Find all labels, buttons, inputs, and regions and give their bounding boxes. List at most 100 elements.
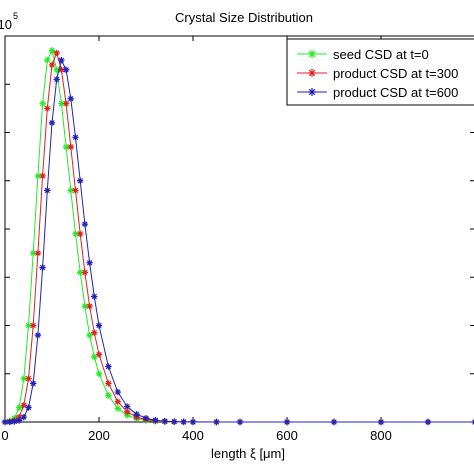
data-point: [124, 403, 131, 410]
data-point: [236, 418, 244, 426]
data-point: [67, 187, 74, 194]
data-point: [91, 353, 98, 361]
data-point: [6, 418, 13, 426]
data-point: [114, 405, 121, 412]
x-tick-label: 800: [370, 428, 392, 443]
data-point: [142, 414, 150, 422]
data-point: [44, 56, 51, 64]
data-point: [44, 105, 51, 112]
y-exponent-base: x 10: [0, 17, 12, 32]
data-point: [30, 249, 37, 257]
data-point: [62, 100, 70, 107]
x-tick-label: 0: [1, 428, 8, 443]
chart-title: Crystal Size Distribution: [175, 10, 313, 25]
data-point: [105, 363, 112, 370]
data-point: [25, 322, 32, 329]
data-point: [39, 264, 46, 271]
data-point: [30, 380, 37, 387]
series-3: [1, 56, 474, 426]
data-point: [124, 408, 131, 416]
legend: seed CSD at t=0 product CSD at t=300 produ…: [286, 38, 474, 106]
data-point: [152, 416, 159, 424]
data-point: [213, 418, 220, 426]
data-point: [95, 351, 103, 358]
data-point: [86, 331, 93, 339]
data-point: [377, 418, 385, 426]
data-point: [330, 418, 338, 426]
data-point: [44, 187, 51, 194]
data-point: [20, 375, 27, 382]
data-point: [58, 66, 65, 73]
data-point: [77, 269, 84, 276]
legend-marker: [308, 88, 316, 96]
data-point: [20, 401, 27, 409]
y-exponent-power: 5: [13, 11, 18, 21]
x-tick-label: 400: [182, 428, 204, 443]
data-point: [15, 417, 23, 424]
data-point: [161, 417, 168, 425]
data-point: [86, 259, 93, 266]
data-point: [25, 404, 32, 411]
data-point: [48, 119, 56, 127]
data-point: [72, 134, 79, 141]
data-point: [105, 392, 112, 399]
data-point: [58, 100, 65, 107]
data-point: [424, 418, 432, 426]
data-point: [95, 370, 103, 377]
data-point: [58, 56, 65, 64]
data-point: [53, 66, 60, 73]
data-point: [105, 380, 112, 387]
data-point: [53, 76, 60, 83]
data-point: [15, 404, 23, 411]
data-point: [77, 230, 84, 238]
data-point: [81, 220, 89, 228]
data-point: [180, 418, 187, 426]
data-point: [34, 331, 42, 339]
data-point: [34, 172, 42, 180]
legend-label: seed CSD at t=0: [333, 47, 429, 62]
data-point: [62, 143, 70, 151]
data-point: [39, 172, 46, 180]
data-point: [34, 249, 42, 257]
data-point: [67, 95, 74, 102]
data-point: [77, 177, 84, 184]
data-point: [114, 398, 121, 405]
data-point: [67, 143, 74, 151]
series-line: [5, 58, 474, 423]
data-point: [11, 418, 18, 425]
data-point: [72, 187, 79, 194]
y-exponent-label: x 10 5: [0, 11, 18, 32]
legend-label: product CSD at t=600: [333, 85, 458, 100]
legend-marker: [308, 50, 316, 58]
data-point: [171, 418, 178, 425]
legend-box: [286, 38, 474, 106]
legend-item: seed CSD at t=0: [297, 47, 429, 62]
data-point: [15, 413, 23, 421]
data-point: [81, 303, 89, 310]
x-tick-label: 600: [276, 428, 298, 443]
data-point: [189, 418, 197, 426]
x-tick-label: 200: [88, 428, 110, 443]
data-point: [81, 269, 89, 276]
data-point: [48, 61, 56, 69]
data-point: [72, 230, 79, 238]
data-point: [48, 47, 56, 54]
data-point: [91, 293, 98, 300]
data-point: [1, 418, 9, 426]
x-axis-label: length ξ [μm]: [211, 446, 285, 461]
data-point: [30, 322, 37, 329]
legend-marker: [308, 69, 316, 77]
data-point: [20, 413, 27, 421]
data-point: [25, 375, 32, 382]
data-point: [95, 322, 103, 329]
data-point: [124, 412, 131, 419]
series-layer: [1, 47, 474, 426]
data-point: [62, 66, 70, 73]
legend-label: product CSD at t=300: [333, 66, 458, 81]
data-point: [53, 49, 60, 57]
data-point: [86, 303, 93, 310]
data-point: [283, 418, 291, 426]
data-point: [39, 100, 46, 107]
legend-item: product CSD at t=600: [297, 85, 458, 100]
